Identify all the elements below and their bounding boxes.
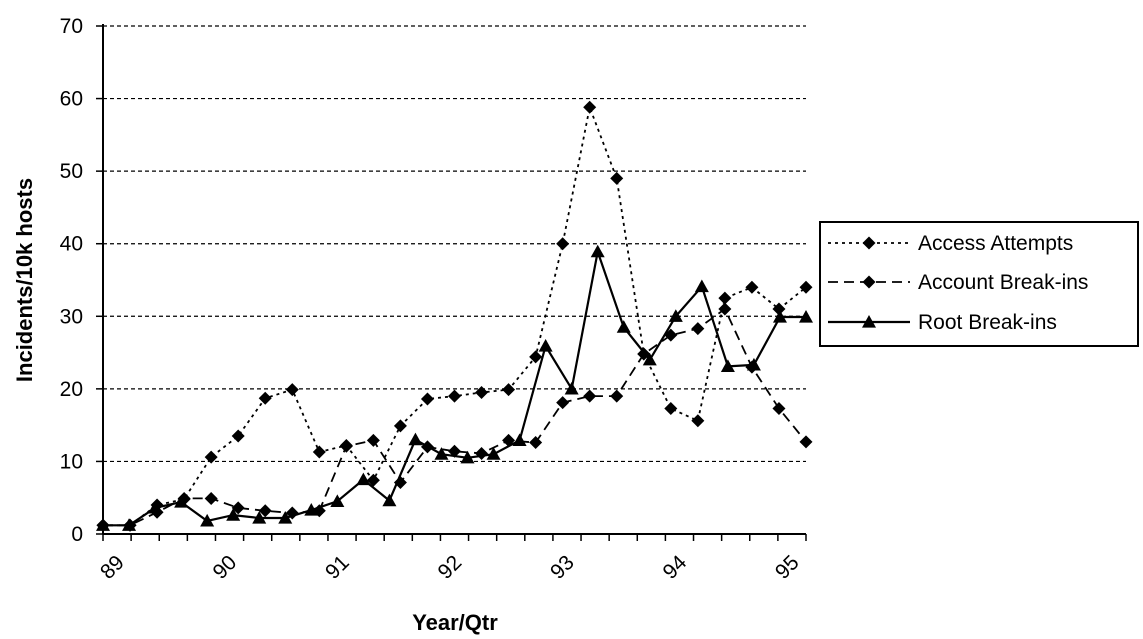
data-point xyxy=(664,401,678,415)
x-tick-label: 89 xyxy=(96,551,129,584)
legend-label: Account Break-ins xyxy=(918,271,1088,294)
data-point xyxy=(583,100,597,114)
x-tick-label: 90 xyxy=(209,551,242,584)
data-point xyxy=(448,389,461,403)
data-point xyxy=(642,352,657,366)
data-point xyxy=(502,383,516,397)
data-point xyxy=(366,433,380,447)
data-point xyxy=(312,445,326,459)
data-point xyxy=(278,511,293,524)
y-axis-title: Incidents/10k hosts xyxy=(12,178,37,382)
data-point xyxy=(330,494,345,507)
series-account-break-ins xyxy=(96,302,813,532)
data-point xyxy=(610,389,624,403)
y-tick-label: 60 xyxy=(60,88,83,111)
data-point xyxy=(393,475,407,489)
data-point xyxy=(718,291,732,305)
data-point xyxy=(204,491,218,505)
data-point xyxy=(408,432,423,446)
data-point xyxy=(538,339,553,352)
y-tick-label: 50 xyxy=(60,160,83,183)
series-layer xyxy=(96,100,813,532)
y-tick-label: 30 xyxy=(60,305,83,328)
data-point xyxy=(799,310,813,323)
data-point xyxy=(564,381,579,395)
gridlines xyxy=(103,25,806,463)
data-point xyxy=(556,396,570,410)
data-point xyxy=(720,359,735,372)
y-tick-label: 70 xyxy=(60,15,83,38)
x-tick-label: 94 xyxy=(658,551,691,584)
data-point xyxy=(96,518,110,531)
x-tick-label: 91 xyxy=(321,551,354,584)
data-point xyxy=(475,446,489,460)
data-point xyxy=(583,389,597,403)
data-point xyxy=(339,439,353,453)
data-point xyxy=(460,450,475,464)
data-point xyxy=(231,501,245,515)
data-point xyxy=(382,493,397,507)
data-point xyxy=(772,310,787,323)
data-point xyxy=(304,503,319,516)
data-point xyxy=(174,495,189,508)
data-point xyxy=(252,511,267,524)
y-tick-label: 10 xyxy=(60,450,83,473)
data-point xyxy=(366,473,380,487)
series-line xyxy=(103,247,806,527)
x-tick-label: 93 xyxy=(546,551,579,584)
x-tick-labels: 89 90 91 92 93 94 95 xyxy=(96,551,804,584)
data-point xyxy=(231,429,245,443)
data-point xyxy=(745,280,759,294)
x-tick-label: 95 xyxy=(771,551,804,584)
data-point xyxy=(285,383,299,397)
y-tick-label: 40 xyxy=(60,233,83,256)
data-point xyxy=(556,237,570,251)
data-point xyxy=(529,436,543,450)
data-point xyxy=(772,302,786,316)
legend-label: Access Attempts xyxy=(918,232,1073,255)
data-point xyxy=(746,357,761,371)
data-point xyxy=(694,279,709,293)
data-point xyxy=(122,518,137,531)
legend-marker xyxy=(862,275,876,289)
y-tick-labels: 0 10 20 30 40 50 60 70 xyxy=(60,15,83,546)
data-point xyxy=(616,320,631,333)
data-point xyxy=(434,447,449,460)
data-point xyxy=(393,419,407,433)
x-axis-title: Year/Qtr xyxy=(412,610,498,635)
data-point xyxy=(718,302,732,316)
data-point xyxy=(772,401,786,415)
data-point xyxy=(512,433,527,446)
data-point xyxy=(799,435,813,449)
legend-marker xyxy=(862,236,876,250)
data-point xyxy=(258,504,272,518)
y-tick-label: 20 xyxy=(60,378,83,401)
data-point xyxy=(799,280,813,294)
data-point xyxy=(610,171,624,185)
data-point xyxy=(420,392,434,406)
y-tick-label: 0 xyxy=(71,523,83,546)
data-point xyxy=(258,391,272,405)
data-point xyxy=(668,309,683,322)
data-point xyxy=(204,450,218,464)
data-point xyxy=(590,244,605,258)
data-point xyxy=(691,414,705,428)
data-point xyxy=(356,472,371,486)
legend-marker xyxy=(862,315,876,328)
data-point xyxy=(148,500,163,514)
series-root-break-ins xyxy=(96,244,813,531)
data-point xyxy=(691,322,705,336)
data-point xyxy=(486,447,501,460)
data-point xyxy=(475,385,489,399)
data-point xyxy=(226,508,241,521)
axes xyxy=(96,24,807,541)
x-tick-label: 92 xyxy=(434,551,467,584)
legend: Access Attempts Account Break-ins Root Bre… xyxy=(819,221,1139,347)
data-point xyxy=(529,350,543,364)
legend-label: Root Break-ins xyxy=(918,311,1057,334)
data-point xyxy=(200,513,215,527)
